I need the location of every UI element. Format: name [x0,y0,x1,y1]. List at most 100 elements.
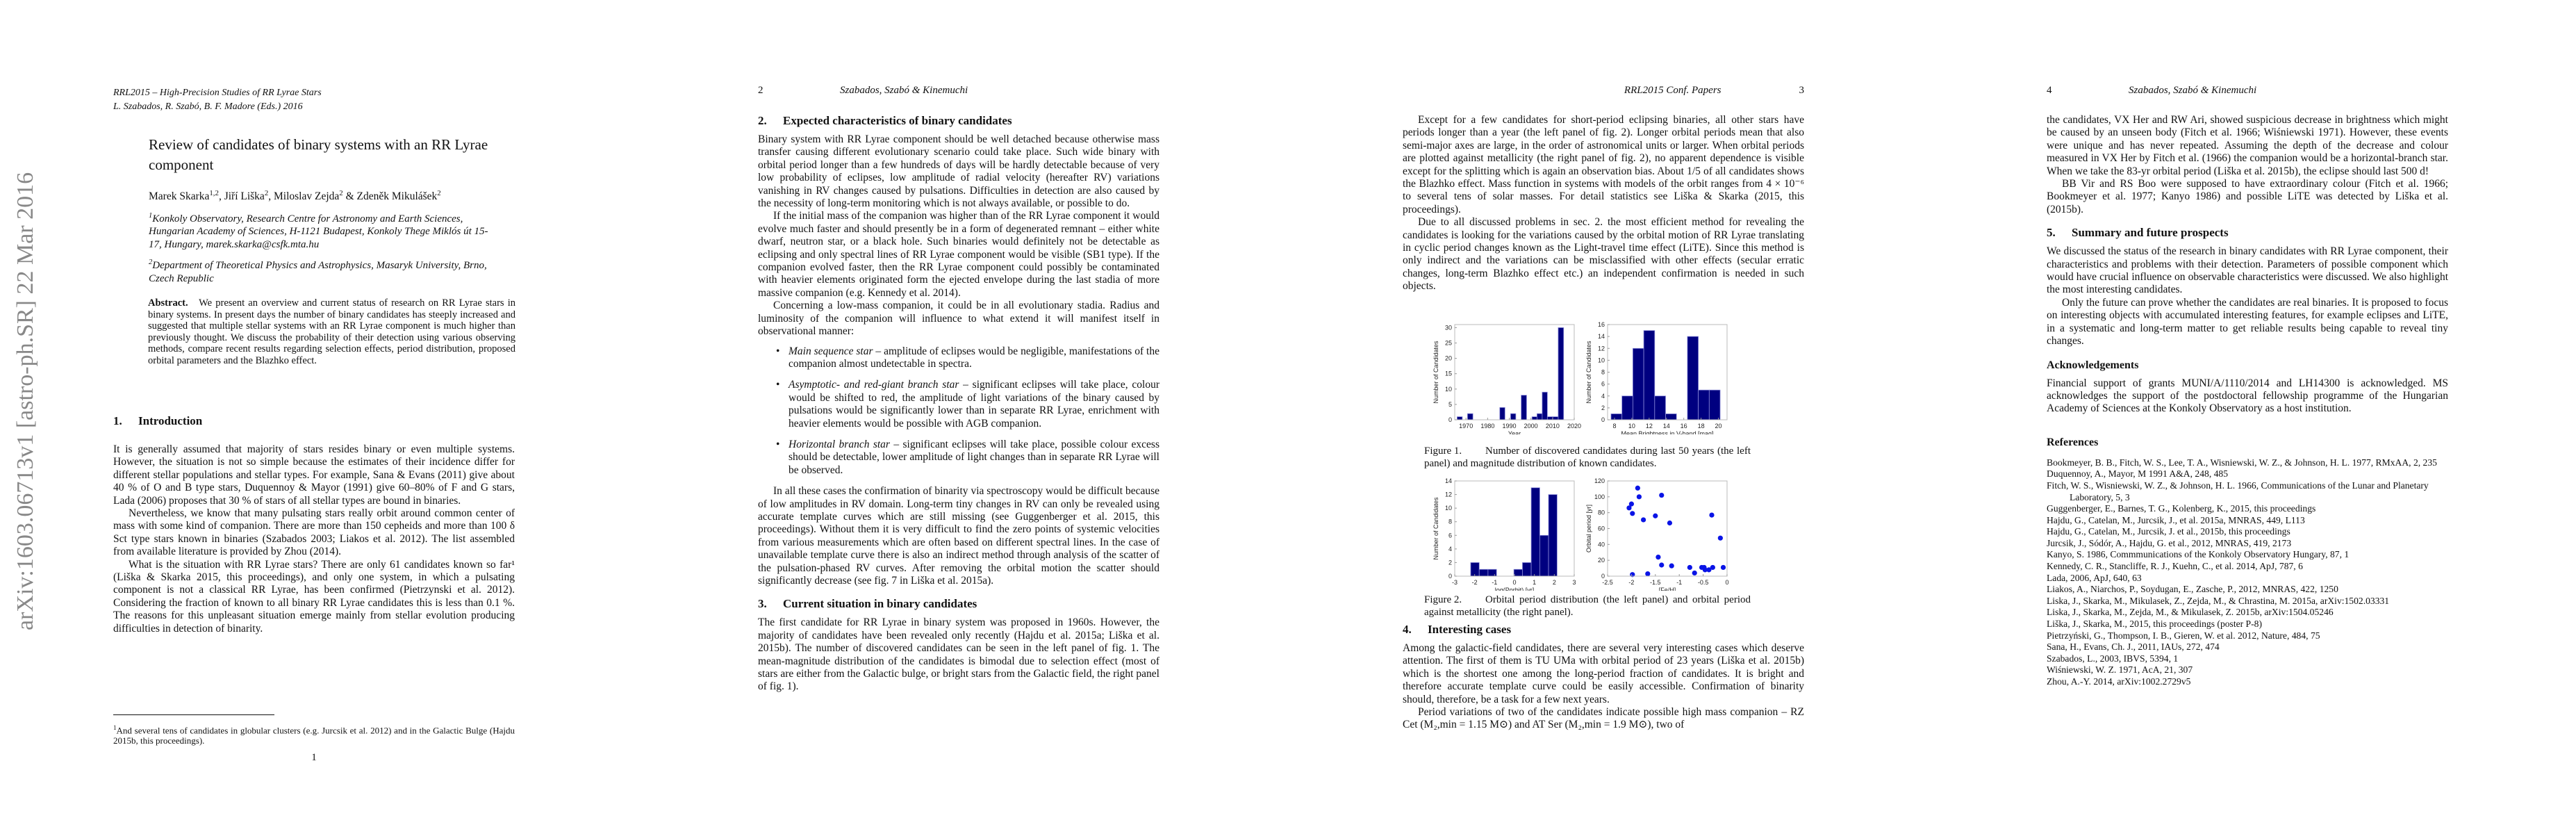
page-1: arXiv:1603.06713v1 [astro-ph.SR] 22 Mar … [0,0,644,834]
x-tick-label: 1970 [1459,423,1473,430]
scatter-point [1635,485,1640,491]
scatter-point [1626,505,1632,511]
y-tick-label: 0 [1601,573,1605,580]
scatter-point [1687,564,1692,571]
histogram-bar [1510,413,1517,420]
y-tick-label: 4 [1601,393,1605,400]
x-tick-label: 1 [1533,579,1536,586]
paragraph: What is the situation with RR Lyrae star… [113,558,515,635]
y-tick-label: 14 [1445,477,1452,484]
y-axis-label: Number of Candidates [1433,497,1439,560]
x-axis-label: log(Porbit) [yr] [1495,587,1535,591]
scatter-point [1641,517,1646,523]
affiliations: 1Konkoly Observatory, Research Centre fo… [149,210,499,291]
section-heading: 2. Expected characteristics of binary can… [758,114,1012,127]
scatter-point [1669,563,1674,569]
abstract-text: We present an overview and current statu… [148,297,515,366]
page-number: 2 [758,85,763,96]
histogram-bar [1531,416,1537,420]
paragraph: In all these cases the confirmation of b… [758,485,1159,587]
histogram-bar [1552,416,1559,420]
scatter-point [1667,520,1673,526]
paragraph: Binary system with RR Lyrae component sh… [758,133,1159,210]
reference-item: Liska, J., Skarka, M., Zejda, M., & Miku… [2047,607,2334,618]
histogram-bar [1539,534,1549,577]
list-item: Main sequence star – amplitude of eclips… [758,345,1159,371]
y-tick-label: 8 [1601,369,1605,376]
reference-item: Liška, J., Skarka, M., 2015, this procee… [2047,619,2262,630]
histogram-bar [1542,391,1548,420]
section-heading: 1. Introduction [113,414,203,427]
y-tick-label: 15 [1445,370,1452,377]
running-header: RRL2015 – High-Precision Studies of RR L… [113,86,515,114]
figure-2-caption: Figure 2. Orbital period distribution (th… [1424,594,1751,618]
x-tick-label: 1990 [1503,423,1517,430]
paragraph: Nevertheless, we know that many pulsatin… [113,507,515,558]
y-tick-label: 120 [1594,477,1605,484]
y-tick-label: 30 [1445,324,1452,331]
page-2: 2 Szabados, Szabó & Kinemuchi 2. Expected… [645,0,1289,834]
reference-item: Liakos, A., Niarchos, P., Soydugan, E., … [2047,584,2338,595]
y-tick-label: 8 [1448,518,1452,525]
paragraph: We discussed the status of the research … [2047,245,2448,296]
histogram-bar [1621,395,1633,420]
x-tick-label: 18 [1698,423,1705,430]
y-tick-label: 0 [1448,416,1452,423]
scatter-point [1717,535,1723,541]
histogram-bar [1521,395,1527,420]
histogram-bar [1478,569,1489,577]
x-tick-label: 3 [1572,579,1576,586]
y-axis-label: Number of Candidates [1585,341,1592,404]
y-tick-label: 12 [1445,491,1452,498]
x-tick-label: -1.5 [1650,579,1661,586]
paragraph: the candidates, VX Her and RW Ari, showe… [2047,114,2448,177]
author-name: Jiří Liška [224,190,265,203]
conference-title: RRL2015 – High-Precision Studies of RR L… [113,88,322,98]
y-tick-label: 25 [1445,340,1452,347]
y-axis-label: Number of Candidates [1433,341,1439,404]
running-header: RRL2015 Conf. Papers 3 [1403,85,1804,97]
author-affiliation-mark: 1,2 [209,189,219,197]
histogram-bar [1632,348,1644,420]
reference-item: Jurcsik, J., Sódór, A., Hajdu, G. et al.… [2047,537,2292,548]
scatter-point [1710,564,1715,571]
histogram-bar [1487,569,1497,577]
reference-list: Bookmeyer, B. B., Fitch, W. S., Lee, T. … [2047,457,2448,688]
y-tick-label: 0 [1601,416,1605,423]
author-separator: , [268,190,274,203]
y-tick-label: 12 [1598,345,1605,352]
reference-item: Duquennoy, A., Mayor, M 1991 A&A, 248, 4… [2047,468,2229,480]
y-tick-label: 6 [1601,381,1605,388]
abstract: Abstract. We present an overview and cur… [148,297,515,367]
reference-item: Lada, 2006, ApJ, 640, 63 [2047,572,2142,583]
paragraph: Period variations of two of the candidat… [1403,706,1804,731]
section-heading: 4. Interesting cases [1403,623,1512,636]
y-tick-label: 80 [1598,509,1605,516]
histogram-bar [1687,336,1699,420]
paragraph: Among the galactic-field candidates, the… [1403,642,1804,705]
paragraph: BB Vir and RS Boo were supposed to have … [2047,178,2448,215]
reference-item: Liska, J., Skarka, M., Mikulasek, Z., Ze… [2047,595,2390,606]
section-introduction: 1. Introduction It is generally assumed t… [113,414,515,635]
section-3-continued: Except for a few candidates for short-pe… [1403,114,1804,293]
author-separator: , [218,190,224,203]
histogram-bar [1546,416,1553,420]
scatter-point [1692,570,1697,576]
arxiv-id-label[interactable]: arXiv:1603.06713v1 [astro-ph.SR] 22 Mar … [13,172,38,630]
section-interesting-cases: 4. Interesting cases Among the galactic-f… [1403,623,1804,732]
y-tick-label: 10 [1445,386,1452,393]
plot-frame [1607,480,1728,577]
section-heading: 3. Current situation in binary candidates [758,597,977,611]
x-tick-label: 16 [1681,423,1687,430]
figure-1-caption: Figure 1. Number of discovered candidates… [1424,445,1751,469]
y-tick-label: 20 [1598,557,1605,564]
histogram-bar [1513,569,1523,577]
histogram-bar [1665,414,1677,420]
x-tick-label: 2020 [1567,423,1581,430]
scatter-point [1702,567,1708,573]
running-head-authors: Szabados, Szabó & Kinemuchi [840,85,968,96]
reference-item: Fitch, W. S., Wisniewski, W. Z., & Johns… [2047,480,2429,502]
scatter-point [1659,562,1665,568]
paragraph: The first candidate for RR Lyrae in bina… [758,616,1159,693]
